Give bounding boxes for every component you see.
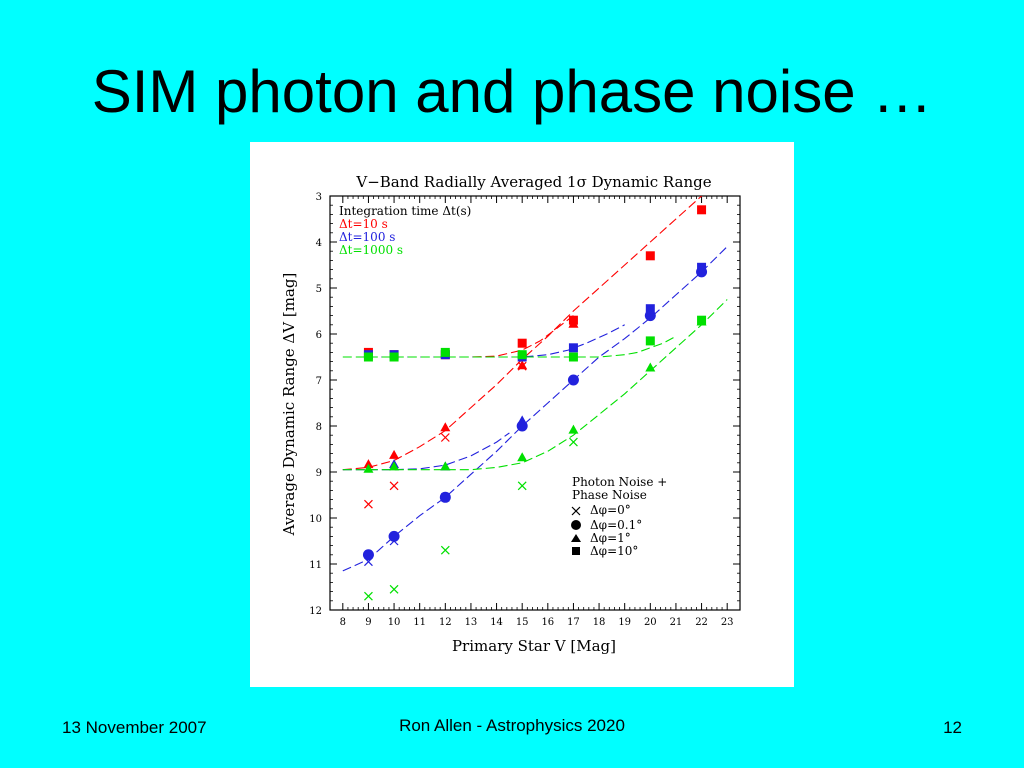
y-tick-label: 11 [309, 560, 322, 571]
plot-frame [329, 195, 741, 611]
chart-title: V−Band Radially Averaged 1σ Dynamic Rang… [355, 173, 711, 191]
legend-noise-entry-0: Δφ=0° [590, 503, 631, 517]
x-tick-label: 23 [721, 617, 734, 628]
fit-curve-red-1 [368, 315, 574, 358]
data-point-green-triangle [568, 424, 579, 434]
x-tick-label: 10 [388, 617, 401, 628]
fit-curve-red-0 [342, 196, 703, 471]
legend-noise-entry-2: Δφ=1° [590, 531, 631, 545]
x-tick-label: 12 [439, 617, 452, 628]
y-tick-label: 5 [316, 284, 322, 295]
data-point-green-square [389, 352, 399, 362]
data-point-green-triangle [517, 452, 528, 462]
y-axis-label: Average Dynamic Range ΔV [mag] [280, 273, 298, 537]
data-point-blue-square [645, 304, 655, 314]
legend-marker-circle-icon [571, 520, 581, 530]
data-point-green-triangle [645, 362, 656, 372]
legend-marker-triangle-icon [571, 534, 581, 542]
x-tick-label: 19 [618, 617, 631, 628]
x-axis-label: Primary Star V [Mag] [452, 637, 616, 655]
data-point-green-square [645, 336, 655, 346]
data-point-green-triangle [440, 461, 451, 471]
footer-date: 13 November 2007 [62, 718, 207, 737]
data-point-blue-triangle [517, 415, 528, 425]
y-tick-label: 3 [316, 192, 322, 203]
x-tick-label: 11 [413, 617, 426, 628]
legend-noise-title-1: Photon Noise + [572, 475, 667, 489]
legend-entry-dt10: Δt=10 s [339, 217, 388, 231]
data-point-blue-square [697, 262, 707, 272]
data-point-green-x [364, 591, 373, 601]
data-point-red-triangle [389, 449, 400, 459]
y-tick-label: 4 [316, 238, 322, 249]
fit-curve-green-6 [342, 335, 677, 358]
legend-noise-entry-1: Δφ=0.1° [590, 518, 642, 532]
chart-panel: V−Band Radially Averaged 1σ Dynamic Rang… [250, 142, 794, 687]
x-tick-label: 18 [593, 617, 606, 628]
x-tick-label: 14 [490, 617, 503, 628]
y-tick-label: 7 [316, 376, 322, 387]
fit-curve-blue-4 [368, 324, 625, 358]
data-point-green-square [363, 352, 373, 362]
x-tick-label: 9 [365, 617, 371, 628]
data-point-red-x [440, 433, 450, 442]
x-tick-label: 17 [567, 617, 580, 628]
data-point-green-x [517, 481, 527, 491]
y-tick-label: 6 [316, 330, 322, 341]
dynamic-range-chart: V−Band Radially Averaged 1σ Dynamic Rang… [280, 173, 741, 655]
page-number: 12 [943, 718, 962, 737]
legend-integration-title: Integration time Δt(s) [339, 204, 471, 218]
x-tick-label: 13 [465, 617, 478, 628]
x-tick-label: 21 [670, 617, 683, 628]
legend-noise-entry-3: Δφ=10° [590, 544, 638, 558]
y-tick-label: 10 [309, 514, 322, 525]
data-point-red-square [517, 338, 527, 348]
fit-curve-green-5 [342, 299, 728, 471]
fit-curve-blue-2 [342, 246, 728, 572]
x-tick-label: 15 [516, 617, 529, 628]
data-point-green-square [517, 350, 527, 360]
y-tick-label: 8 [316, 422, 322, 433]
x-tick-label: 22 [695, 617, 708, 628]
data-point-green-square [440, 347, 450, 357]
y-tick-label: 12 [309, 606, 322, 617]
data-point-red-x [389, 481, 399, 491]
x-tick-label: 16 [541, 617, 554, 628]
data-point-green-x [569, 437, 578, 447]
legend-marker-square-icon [572, 547, 580, 555]
legend-noise-title-2: Phase Noise [572, 488, 647, 502]
data-point-green-triangle [363, 463, 374, 473]
data-point-green-x [440, 545, 450, 555]
data-point-blue-square [568, 343, 578, 353]
data-point-green-square [697, 315, 707, 325]
slide-title: SIM photon and phase noise … [91, 58, 933, 125]
data-point-red-square [568, 315, 578, 325]
data-point-green-square [568, 352, 578, 362]
x-tick-label: 20 [644, 617, 657, 628]
footer-center: Ron Allen - Astrophysics 2020 [399, 716, 625, 735]
legend-entry-dt1000: Δt=1000 s [339, 243, 403, 257]
data-point-blue-circle [567, 374, 579, 386]
x-tick-label: 8 [340, 617, 346, 628]
data-point-blue-circle [439, 491, 451, 503]
data-point-red-square [645, 251, 655, 261]
data-point-green-x [389, 584, 399, 594]
data-point-red-triangle [517, 360, 528, 370]
legend-marker-x-icon [571, 506, 581, 516]
y-tick-label: 9 [316, 468, 322, 479]
data-point-blue-circle [362, 549, 374, 561]
data-point-red-square [697, 205, 707, 215]
data-point-red-triangle [440, 422, 451, 432]
legend-entry-dt100: Δt=100 s [339, 230, 395, 244]
data-point-red-triangle [363, 459, 374, 469]
data-point-red-x [364, 499, 373, 509]
data-point-green-triangle [389, 461, 400, 471]
data-point-blue-circle [388, 530, 400, 542]
